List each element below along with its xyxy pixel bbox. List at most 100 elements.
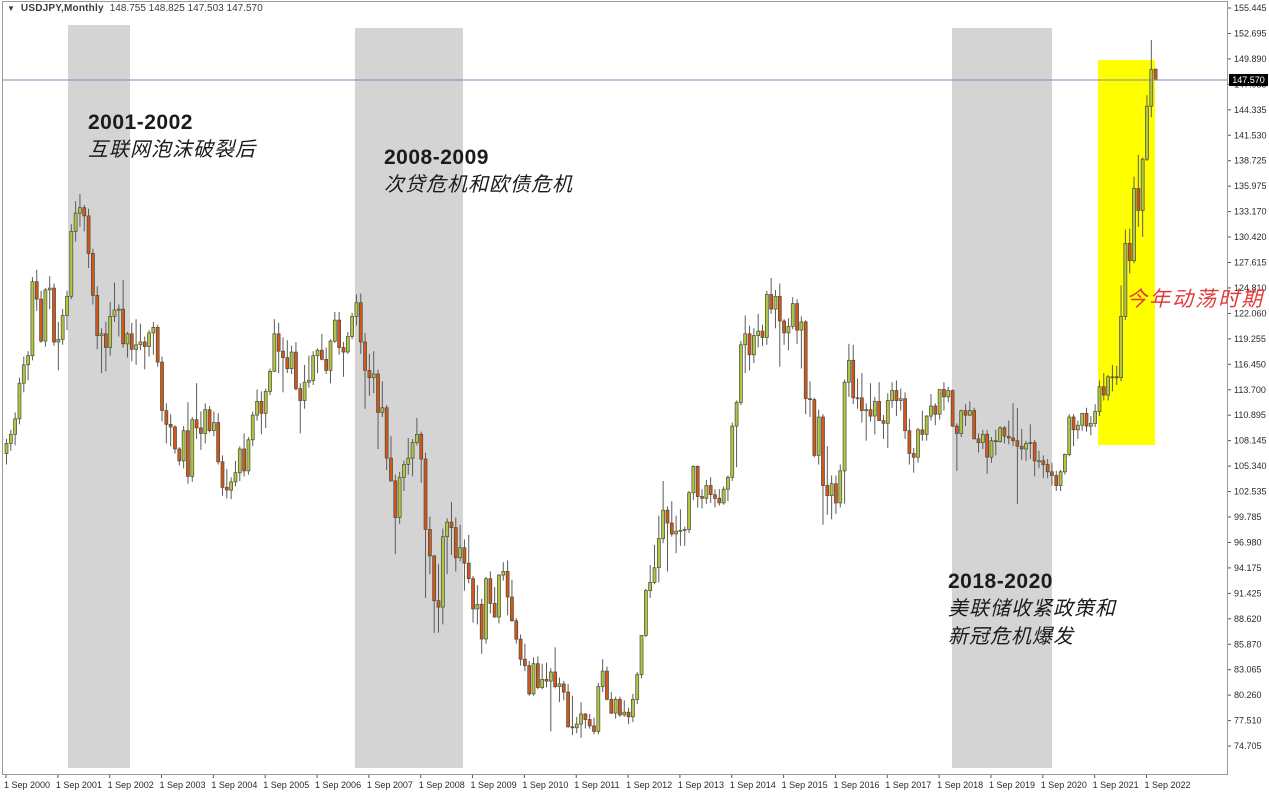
- price-label[interactable]: 119.255: [1234, 334, 1266, 344]
- candle: [553, 671, 557, 687]
- candle: [864, 409, 869, 412]
- candle: [726, 476, 730, 490]
- date-label[interactable]: 1 Sep 2004: [211, 780, 257, 790]
- dotcom-crisis-band[interactable]: [68, 25, 130, 768]
- date-label[interactable]: 1 Sep 2005: [263, 780, 309, 790]
- fed-covid-crisis-band[interactable]: [952, 28, 1052, 768]
- price-label[interactable]: 113.700: [1234, 385, 1266, 395]
- annotation-fed-covid[interactable]: 2018-2020 美联储收紧政策和 新冠危机爆发: [948, 569, 1116, 651]
- candle: [168, 423, 173, 428]
- candle: [808, 398, 812, 401]
- date-label[interactable]: 1 Sep 2021: [1093, 780, 1139, 790]
- candle: [181, 430, 186, 462]
- annotation-dotcom[interactable]: 2001-2002 互联网泡沫破裂后: [88, 110, 256, 164]
- price-label[interactable]: 77.510: [1234, 716, 1262, 726]
- date-label[interactable]: 1 Sep 2011: [574, 780, 619, 790]
- date-label[interactable]: 1 Sep 2014: [730, 780, 776, 790]
- date-label[interactable]: 1 Sep 2009: [471, 780, 517, 790]
- price-label[interactable]: 116.450: [1234, 359, 1266, 369]
- price-label[interactable]: 127.615: [1234, 258, 1267, 268]
- annotation-fed-covid-text: 美联储收紧政策和: [948, 598, 1116, 620]
- candle: [39, 298, 43, 342]
- candle: [613, 699, 618, 714]
- price-label[interactable]: 138.725: [1234, 156, 1267, 166]
- candle: [1015, 440, 1020, 447]
- candle: [678, 529, 683, 532]
- price-label[interactable]: 155.445: [1234, 3, 1267, 13]
- candle: [1011, 437, 1015, 442]
- price-label[interactable]: 102.535: [1234, 487, 1267, 497]
- date-label[interactable]: 1 Sep 2007: [367, 780, 413, 790]
- date-label[interactable]: 1 Sep 2000: [4, 780, 50, 790]
- price-label[interactable]: 141.530: [1234, 130, 1267, 140]
- date-label[interactable]: 1 Sep 2006: [315, 780, 361, 790]
- price-label[interactable]: 105.340: [1234, 461, 1267, 471]
- candle: [263, 391, 268, 414]
- candle: [268, 370, 272, 392]
- price-label[interactable]: 94.175: [1234, 563, 1262, 573]
- date-label[interactable]: 1 Sep 2018: [937, 780, 983, 790]
- candle: [91, 253, 95, 296]
- candle: [285, 357, 290, 369]
- date-label[interactable]: 1 Sep 2010: [522, 780, 568, 790]
- date-label[interactable]: 1 Sep 2015: [782, 780, 828, 790]
- annotation-current-volatility[interactable]: 今年动荡时期: [1126, 286, 1264, 312]
- date-label[interactable]: 1 Sep 2013: [678, 780, 724, 790]
- date-label[interactable]: 1 Sep 2017: [885, 780, 931, 790]
- price-label[interactable]: 152.695: [1234, 28, 1267, 38]
- candle: [151, 327, 156, 334]
- candle: [86, 215, 91, 254]
- candle: [419, 433, 424, 460]
- price-label[interactable]: 99.785: [1234, 512, 1262, 522]
- candle: [298, 388, 303, 401]
- date-label[interactable]: 1 Sep 2019: [989, 780, 1035, 790]
- candle: [1037, 460, 1041, 463]
- candle: [609, 699, 614, 714]
- candle: [129, 333, 134, 350]
- price-label[interactable]: 96.980: [1234, 537, 1262, 547]
- candle: [1058, 471, 1063, 486]
- candle: [453, 527, 458, 559]
- price-label[interactable]: 88.620: [1234, 614, 1262, 624]
- price-label[interactable]: 110.895: [1234, 410, 1266, 420]
- price-label[interactable]: 83.065: [1234, 665, 1262, 675]
- price-label[interactable]: 91.425: [1234, 588, 1262, 598]
- price-label[interactable]: 85.870: [1234, 639, 1262, 649]
- candle: [276, 333, 281, 352]
- candle: [717, 497, 722, 504]
- price-label[interactable]: 124.810: [1234, 283, 1267, 293]
- price-label[interactable]: 80.260: [1234, 690, 1262, 700]
- price-label[interactable]: 74.705: [1234, 741, 1262, 751]
- candle: [445, 521, 449, 538]
- candle: [13, 418, 17, 435]
- candle: [389, 457, 393, 482]
- price-label[interactable]: 108.145: [1234, 436, 1267, 446]
- candle: [1127, 242, 1132, 262]
- candle: [134, 344, 138, 350]
- candle: [687, 492, 691, 530]
- price-label[interactable]: 135.975: [1234, 181, 1267, 191]
- candle: [8, 433, 13, 444]
- candle: [73, 212, 78, 232]
- symbol-dropdown-icon[interactable]: ▼: [7, 4, 15, 13]
- date-label[interactable]: 1 Sep 2016: [833, 780, 879, 790]
- price-label[interactable]: 130.420: [1234, 232, 1267, 242]
- date-label[interactable]: 1 Sep 2002: [108, 780, 154, 790]
- gfc-crisis-band[interactable]: [355, 28, 463, 768]
- date-label[interactable]: 1 Sep 2012: [626, 780, 672, 790]
- annotation-gfc[interactable]: 2008-2009 次贷危机和欧债危机: [384, 145, 573, 199]
- price-label[interactable]: 133.170: [1234, 207, 1267, 217]
- price-label[interactable]: 122.060: [1234, 308, 1267, 318]
- candle: [885, 400, 890, 424]
- date-label[interactable]: 1 Sep 2003: [160, 780, 206, 790]
- date-label[interactable]: 1 Sep 2008: [419, 780, 465, 790]
- candle: [799, 321, 804, 331]
- price-label[interactable]: 149.890: [1234, 54, 1267, 64]
- price-label[interactable]: 144.335: [1234, 105, 1267, 115]
- candle: [155, 327, 160, 363]
- date-label[interactable]: 1 Sep 2020: [1041, 780, 1087, 790]
- date-label[interactable]: 1 Sep 2001: [56, 780, 102, 790]
- date-label[interactable]: 1 Sep 2022: [1144, 780, 1190, 790]
